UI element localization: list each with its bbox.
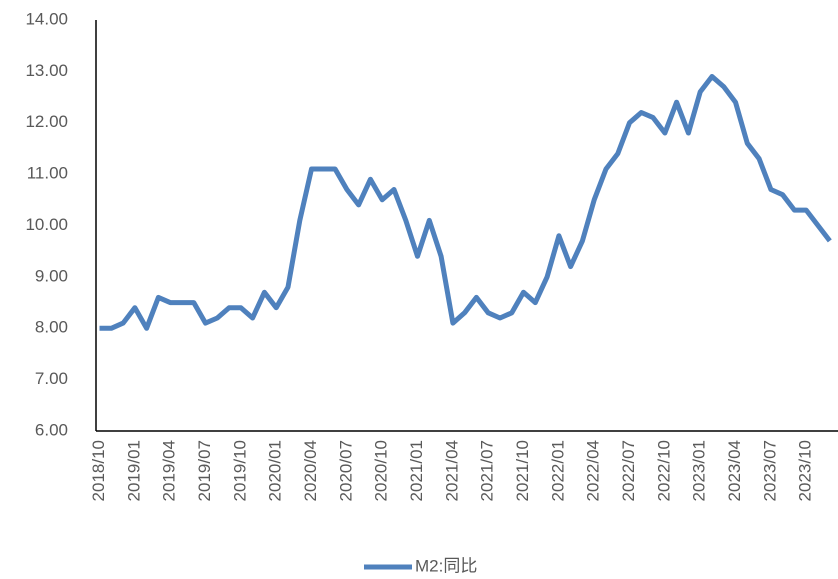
y-tick-label: 14.00 xyxy=(25,9,68,28)
x-tick-label: 2021/10 xyxy=(513,440,532,501)
x-tick-label: 2019/04 xyxy=(160,440,179,501)
x-tick-label: 2020/04 xyxy=(301,440,320,501)
y-tick-label: 10.00 xyxy=(25,215,68,234)
x-tick-label: 2020/10 xyxy=(372,440,391,501)
y-tick-label: 12.00 xyxy=(25,112,68,131)
x-tick-label: 2022/01 xyxy=(548,440,567,501)
series-line xyxy=(99,74,832,331)
x-tick-label: 2020/01 xyxy=(266,440,285,501)
x-tick-label: 2023/07 xyxy=(760,440,779,501)
x-tick-label: 2022/10 xyxy=(654,440,673,501)
x-tick-label: 2023/01 xyxy=(690,440,709,501)
x-tick-label: 2022/07 xyxy=(619,440,638,501)
x-tick-label: 2022/04 xyxy=(584,440,603,501)
y-tick-label: 8.00 xyxy=(35,318,68,337)
x-tick-label: 2019/10 xyxy=(230,440,249,501)
y-tick-label: 7.00 xyxy=(35,369,68,388)
x-tick-label: 2021/07 xyxy=(478,440,497,501)
x-tick-label: 2019/07 xyxy=(195,440,214,501)
x-tick-label: 2020/07 xyxy=(336,440,355,501)
x-tick-label: 2018/10 xyxy=(89,440,108,501)
x-tick-label: 2021/01 xyxy=(407,440,426,501)
y-tick-label: 11.00 xyxy=(27,164,68,183)
y-tick-label: 9.00 xyxy=(35,266,68,285)
y-tick-label: 6.00 xyxy=(35,420,68,439)
x-tick-label: 2019/01 xyxy=(124,440,143,501)
x-tick-label: 2023/10 xyxy=(796,440,815,501)
y-tick-label: 13.00 xyxy=(25,61,68,80)
legend-label: M2:同比 xyxy=(415,556,477,575)
x-tick-label: 2021/04 xyxy=(442,440,461,501)
x-tick-label: 2023/04 xyxy=(725,440,744,501)
